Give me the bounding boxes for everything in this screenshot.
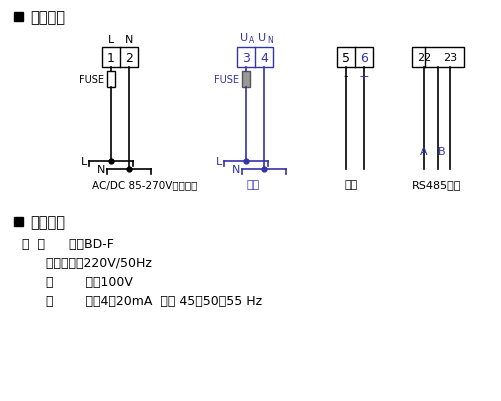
Text: 输        出：4～20mA  对应 45～50～55 Hz: 输 出：4～20mA 对应 45～50～55 Hz bbox=[22, 294, 262, 307]
Text: 4: 4 bbox=[260, 51, 268, 64]
Text: N: N bbox=[125, 35, 133, 45]
Text: 22: 22 bbox=[416, 53, 430, 63]
Text: 输        入：100V: 输 入：100V bbox=[22, 275, 133, 288]
Text: 1: 1 bbox=[107, 51, 115, 64]
Text: A: A bbox=[248, 36, 254, 45]
Text: A: A bbox=[419, 147, 427, 157]
Text: L: L bbox=[81, 157, 87, 166]
Bar bbox=[14, 13, 23, 22]
Bar bbox=[236, 48, 273, 68]
Text: U: U bbox=[239, 33, 247, 43]
Text: 输入: 输入 bbox=[246, 180, 260, 190]
Bar bbox=[411, 48, 463, 68]
Bar bbox=[241, 72, 249, 88]
Text: AC/DC 85-270V辅助电源: AC/DC 85-270V辅助电源 bbox=[92, 180, 197, 190]
Text: N: N bbox=[267, 36, 272, 45]
Text: 输出: 输出 bbox=[344, 180, 358, 190]
Bar bbox=[107, 72, 115, 88]
Text: 接线方式: 接线方式 bbox=[30, 10, 65, 25]
Text: U: U bbox=[258, 33, 266, 43]
Bar bbox=[102, 48, 138, 68]
Text: N: N bbox=[231, 164, 239, 174]
Bar bbox=[14, 217, 23, 227]
Text: 2: 2 bbox=[125, 51, 133, 64]
Text: FUSE: FUSE bbox=[79, 75, 104, 85]
Text: 辅助电源：220V/50Hz: 辅助电源：220V/50Hz bbox=[22, 256, 152, 269]
Text: L: L bbox=[215, 157, 221, 166]
Text: 例  型      号：BD-F: 例 型 号：BD-F bbox=[22, 237, 114, 250]
Text: FUSE: FUSE bbox=[213, 75, 238, 85]
Text: 订货范例: 订货范例 bbox=[30, 215, 65, 229]
Text: -: - bbox=[343, 70, 348, 83]
Text: 23: 23 bbox=[442, 53, 456, 63]
Text: 5: 5 bbox=[341, 51, 349, 64]
Text: +: + bbox=[358, 70, 369, 83]
Text: N: N bbox=[96, 164, 105, 174]
Text: L: L bbox=[108, 35, 114, 45]
Text: B: B bbox=[437, 147, 445, 157]
Text: 3: 3 bbox=[241, 51, 249, 64]
Text: 6: 6 bbox=[359, 51, 367, 64]
Bar bbox=[336, 48, 372, 68]
Text: RS485通讯: RS485通讯 bbox=[411, 180, 460, 190]
